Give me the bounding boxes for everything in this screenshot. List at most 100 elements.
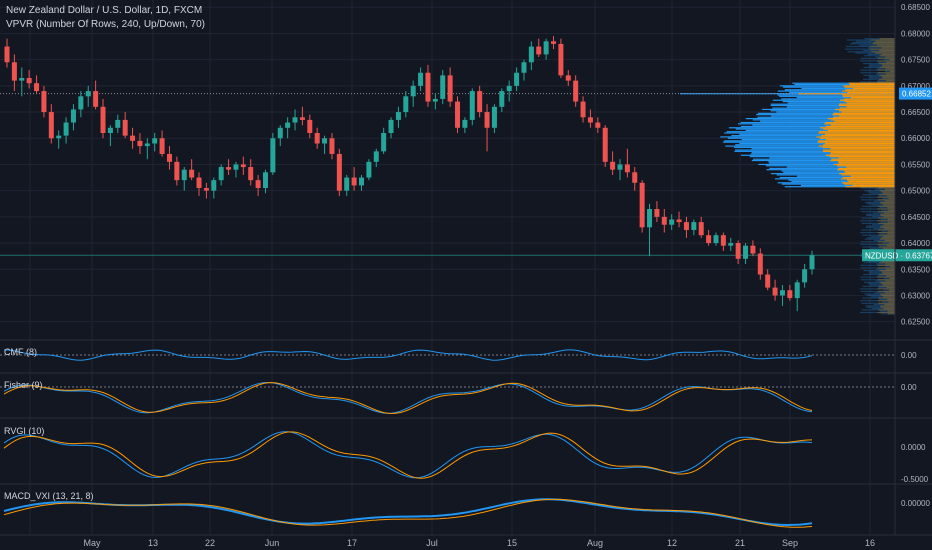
candle-body xyxy=(137,140,143,147)
volume-profile-bar-down xyxy=(835,108,895,111)
volume-profile-bar-up xyxy=(781,183,895,185)
volume-profile-bar-up xyxy=(769,167,895,169)
volume-profile-bar-down xyxy=(845,186,895,188)
candle-body xyxy=(521,62,527,73)
volume-profile-bar-up xyxy=(867,53,895,56)
volume-profile-bar-down xyxy=(844,86,895,88)
candle-body xyxy=(536,46,542,55)
fisher-pane-label[interactable]: Fisher (9) xyxy=(4,380,43,390)
candle-body xyxy=(632,172,638,183)
volume-profile-bar-up xyxy=(874,292,895,294)
volume-profile-bar-up xyxy=(871,204,895,206)
volume-profile-bar-up xyxy=(864,201,895,204)
cmf-line xyxy=(3,349,813,361)
volume-profile-bar-down xyxy=(847,179,895,181)
rvgi-pane-label[interactable]: RVGI (10) xyxy=(4,426,45,436)
candle-body xyxy=(558,43,564,76)
volume-profile-bar-up xyxy=(869,77,895,79)
volume-profile-bar-up xyxy=(751,159,895,162)
cmf-pane-label[interactable]: CMF (8) xyxy=(4,347,37,357)
volume-profile-bar-down xyxy=(819,131,895,133)
volume-profile-bar-up xyxy=(861,309,895,311)
volume-profile-bar-down xyxy=(843,170,895,172)
candle-body xyxy=(477,91,483,113)
volume-profile-bar-down xyxy=(880,214,895,217)
volume-profile-bar-down xyxy=(850,175,895,177)
volume-profile-bar-up xyxy=(771,173,895,175)
volume-profile-bar-down xyxy=(825,125,895,128)
volume-profile-bar-up xyxy=(758,163,895,166)
volume-profile-bar-down xyxy=(830,159,895,162)
volume-profile-bar-up xyxy=(865,226,895,228)
candle-body xyxy=(587,117,593,123)
volume-profile-bar-down xyxy=(824,133,895,135)
time-axis-label: Sep xyxy=(782,538,798,548)
volume-profile-bar-up xyxy=(860,288,895,290)
candle-body xyxy=(462,119,468,128)
volume-profile-bar-up xyxy=(862,297,895,299)
volume-profile-bar-down xyxy=(877,72,895,74)
volume-profile-bar-up xyxy=(776,111,895,113)
volume-profile-bar-down xyxy=(871,39,895,41)
volume-profile-bar-up xyxy=(867,191,895,193)
volume-profile-bar-up xyxy=(779,95,895,97)
volume-profile-bar-up xyxy=(792,82,895,84)
cmf-axis-label: 0.00 xyxy=(901,351,917,360)
volume-profile-bar-down xyxy=(878,309,895,311)
candle-body xyxy=(455,101,461,128)
volume-profile-bar-up xyxy=(865,213,895,215)
volume-profile-bar-down xyxy=(886,286,895,289)
volume-profile-bar-down xyxy=(888,209,895,211)
volume-profile-bar-up xyxy=(879,298,895,300)
symbol-title[interactable]: New Zealand Dollar / U.S. Dollar, 1D, FX… xyxy=(6,5,203,16)
volume-profile-bar-down xyxy=(843,98,895,100)
volume-profile-bar-up xyxy=(871,235,895,238)
volume-profile-bar-down xyxy=(819,137,895,139)
volume-profile-bar-up xyxy=(863,269,895,272)
volume-profile-bar-down xyxy=(877,276,895,278)
volume-profile-bar-down xyxy=(827,117,895,120)
volume-profile-bar-down xyxy=(878,193,895,196)
volume-profile-bar-down xyxy=(878,211,895,213)
volume-profile-bar-up xyxy=(769,157,895,159)
volume-profile-bar-up xyxy=(789,91,895,93)
volume-profile-bar-down xyxy=(884,292,895,294)
volume-profile-bar-down xyxy=(889,289,895,291)
volume-profile-bar-down xyxy=(838,157,895,159)
volume-profile-bar-down xyxy=(830,124,895,126)
candle-body xyxy=(4,46,10,63)
volume-profile-bar-down xyxy=(839,173,895,175)
volume-profile-bar-down xyxy=(836,165,895,167)
volume-profile-bar-up xyxy=(757,116,895,118)
candle-body xyxy=(624,164,630,173)
macd-pane-label[interactable]: MACD_VXI (13, 21, 8) xyxy=(4,491,94,501)
vpvr-indicator-label[interactable]: VPVR (Number Of Rows, 240, Up/Down, 70) xyxy=(6,19,205,30)
volume-profile-bar-up xyxy=(869,272,895,274)
candle-body xyxy=(203,188,209,191)
candle-body xyxy=(292,117,298,123)
volume-profile-bar-up xyxy=(769,162,895,164)
candle-body xyxy=(240,164,246,168)
volume-profile-bar-down xyxy=(886,275,895,277)
volume-profile-bar-up xyxy=(872,216,895,218)
candle-body xyxy=(26,77,32,84)
volume-profile-bar-down xyxy=(841,174,895,176)
volume-profile-bar-up xyxy=(860,81,895,83)
volume-profile-bar-up xyxy=(791,180,895,183)
volume-profile-bar-down xyxy=(822,150,895,152)
volume-profile-bar-up xyxy=(860,208,895,210)
candle-body xyxy=(211,180,217,191)
volume-profile-bar-down xyxy=(878,222,895,225)
volume-profile-bar-down xyxy=(822,146,895,149)
time-axis-label: Jun xyxy=(265,538,280,548)
volume-profile-bar-up xyxy=(870,247,895,249)
volume-profile-bar-down xyxy=(881,271,895,273)
volume-profile-bar-up xyxy=(865,305,895,307)
volume-profile-bar-down xyxy=(870,45,895,48)
candle-body xyxy=(322,138,328,144)
volume-profile-bar-up xyxy=(872,212,895,214)
volume-profile-bar-up xyxy=(680,93,895,95)
candles xyxy=(4,36,815,312)
volume-profile-bar-down xyxy=(833,112,895,114)
